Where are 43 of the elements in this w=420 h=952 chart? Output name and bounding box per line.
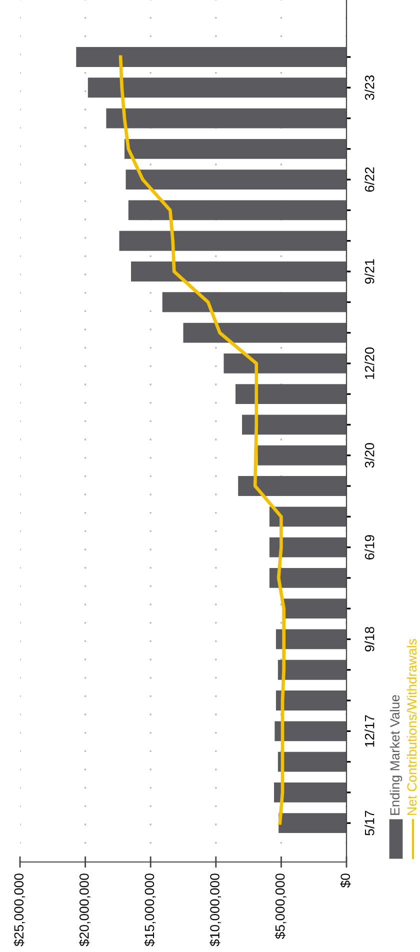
y-tick-label: 3/23 bbox=[364, 75, 374, 100]
bar bbox=[88, 78, 346, 98]
bar bbox=[238, 476, 346, 496]
y-tick-label: 6/19 bbox=[364, 535, 374, 560]
text: Net Contributions/Withdrawals bbox=[406, 639, 417, 815]
bar bbox=[124, 138, 346, 159]
x-tick-label: $5,000,000 bbox=[274, 874, 286, 939]
x-tick-label: $10,000,000 bbox=[210, 874, 221, 946]
bar bbox=[162, 292, 346, 312]
bar bbox=[242, 414, 346, 435]
bar bbox=[131, 262, 346, 282]
x-tick-label: $25,000,000 bbox=[14, 874, 26, 946]
bar bbox=[126, 170, 346, 190]
bar bbox=[106, 108, 346, 128]
bar bbox=[269, 537, 346, 558]
y-tick-label: 9/18 bbox=[364, 626, 374, 652]
y-tick-label: 6/22 bbox=[364, 167, 374, 192]
x-tick-label: $15,000,000 bbox=[144, 874, 156, 946]
bar bbox=[224, 353, 346, 374]
y-tick-label: 12/20 bbox=[364, 347, 374, 379]
bar bbox=[278, 660, 346, 680]
y-tick-label: 9/21 bbox=[364, 259, 374, 284]
bar bbox=[274, 721, 346, 742]
bar bbox=[128, 200, 346, 220]
y-tick-label: 12/17 bbox=[364, 715, 374, 747]
bar bbox=[258, 445, 346, 466]
bar bbox=[274, 782, 346, 802]
y-tick-label: 5/17 bbox=[364, 810, 374, 836]
bar bbox=[276, 629, 346, 650]
bar bbox=[269, 568, 346, 588]
bar bbox=[284, 598, 346, 619]
bar bbox=[278, 813, 346, 834]
bar bbox=[278, 752, 346, 772]
bar bbox=[269, 506, 346, 527]
bar bbox=[276, 690, 346, 710]
text: Ending Market Value bbox=[390, 695, 402, 815]
bar bbox=[76, 47, 346, 67]
x-tick-label: $0 bbox=[340, 874, 351, 888]
bar bbox=[119, 230, 346, 251]
x-tick-label: $20,000,000 bbox=[78, 874, 90, 946]
y-tick-label: 3/20 bbox=[364, 443, 374, 468]
bar bbox=[183, 322, 346, 343]
bar bbox=[235, 384, 346, 404]
